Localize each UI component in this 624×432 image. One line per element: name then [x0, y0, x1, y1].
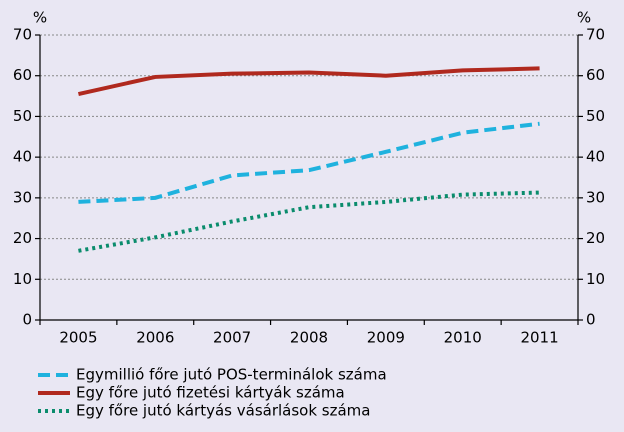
- x-tick-label: 2005: [59, 329, 97, 347]
- y-tick-label: 70: [13, 26, 32, 44]
- series-line: [77, 66, 540, 96]
- y-tick-label: 30: [13, 188, 32, 206]
- y-tick-label: 0: [22, 311, 32, 329]
- y2-tick-label: 10: [586, 270, 605, 288]
- y2-axis-label: %: [577, 9, 591, 27]
- y-tick-label: 20: [13, 229, 32, 247]
- x-tick-label: 2008: [290, 329, 328, 347]
- x-tick-label: 2006: [136, 329, 174, 347]
- y-tick-label: 40: [13, 148, 32, 166]
- y2-tick-label: 60: [586, 66, 605, 84]
- y-tick-label: 50: [13, 107, 32, 125]
- y2-tick-label: 70: [586, 26, 605, 44]
- x-tick-label: 2007: [213, 329, 251, 347]
- x-tick-label: 2009: [367, 329, 405, 347]
- legend-label: Egy főre jutó kártyás vásárlások száma: [76, 402, 371, 420]
- series-line: [78, 121, 540, 204]
- legend-label: Egy főre jutó fizetési kártyák száma: [76, 384, 345, 402]
- x-tick-label: 2011: [520, 329, 558, 347]
- y-tick-label: 60: [13, 66, 32, 84]
- legend-label: Egymillió főre jutó POS-terminálok száma: [76, 366, 387, 384]
- y2-tick-label: 30: [586, 188, 605, 206]
- x-tick-label: 2010: [444, 329, 482, 347]
- y-tick-label: 10: [13, 270, 32, 288]
- y2-tick-label: 40: [586, 148, 605, 166]
- y2-tick-label: 0: [586, 311, 596, 329]
- y2-tick-label: 20: [586, 229, 605, 247]
- y2-tick-label: 50: [586, 107, 605, 125]
- series-line: [78, 190, 540, 253]
- y-axis-label: %: [33, 9, 47, 27]
